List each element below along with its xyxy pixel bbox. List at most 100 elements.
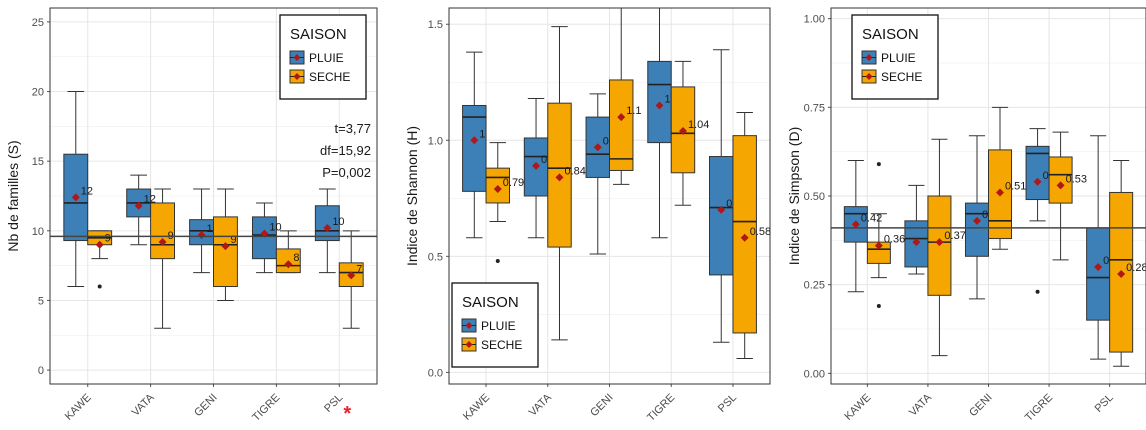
outlier-point: [495, 258, 500, 263]
mean-point: [323, 224, 332, 233]
x-tick-label: TIGRE: [1023, 392, 1055, 424]
x-tick-label: PSL: [1093, 392, 1116, 415]
legend-box: [851, 14, 939, 100]
box-seche-psl: 7: [338, 230, 364, 329]
box-iqr: [709, 156, 734, 276]
mean-point: [851, 220, 860, 229]
y-tick-label: 0.5: [428, 251, 443, 263]
mean-label: 12: [81, 185, 93, 197]
box-seche-kawe: 0.79: [485, 142, 524, 263]
outlier-point: [876, 303, 881, 308]
box-seche-geni: 0.51: [988, 106, 1026, 250]
legend-key-mean: [465, 322, 473, 329]
box-pluie-kawe: 12: [63, 91, 93, 288]
mean-point: [1094, 262, 1103, 271]
legend-key-mean: [293, 54, 301, 61]
y-tick-label: 0.0: [428, 367, 443, 379]
mean-label: 7: [356, 263, 362, 275]
box-iqr: [1048, 156, 1073, 204]
y-tick-label: 5: [38, 295, 44, 307]
plot-border: [49, 7, 378, 385]
stats-text: t=3,77: [334, 121, 371, 136]
legend-title: SAISON: [862, 26, 919, 43]
mean-label: 9: [230, 234, 236, 246]
legend-key-mean: [865, 73, 873, 80]
mean-label: 0.28: [1126, 262, 1146, 274]
y-tick-label: 0.00: [804, 368, 825, 380]
box-seche-tigre: 8: [275, 230, 301, 274]
mean-point: [95, 240, 104, 249]
mean-label: 8: [293, 252, 299, 264]
box-iqr: [213, 216, 238, 288]
box-iqr: [1086, 227, 1111, 321]
box-seche-kawe: 9: [87, 230, 113, 289]
y-tick-label: 1.5: [428, 19, 443, 31]
x-tick-label: GENI: [967, 392, 995, 420]
y-tick-label: 1.00: [804, 14, 825, 26]
legend-key-mean: [465, 341, 473, 348]
y-tick-label: 25: [32, 17, 44, 29]
panel-1: 0 5 10 15 20 25 Nb de familles (S) KAWE VATA GENI…: [5, 7, 378, 425]
x-tick-label: GENI: [588, 392, 616, 420]
x-tick-label: KAWE: [842, 392, 873, 423]
outlier-point: [97, 284, 102, 289]
legend-label: PLUIE: [309, 51, 344, 65]
x-tick-label: GENI: [192, 392, 220, 420]
x-tick-label: VATA: [130, 391, 158, 419]
y-axis-label: Nb de familles (S): [5, 140, 21, 251]
mean-point: [284, 260, 293, 269]
panel-3: 0.00 0.25 0.50 0.75 1.00 Indice de Simpson (D…: [786, 7, 1146, 424]
mean-point: [347, 271, 356, 280]
mean-point: [260, 229, 269, 238]
x-tick-label: PSL: [322, 392, 345, 415]
box-iqr: [314, 205, 340, 242]
mean-point: [678, 127, 687, 136]
mean-point: [71, 193, 80, 202]
plot-border: [448, 7, 771, 385]
mean-label: 1.04: [688, 119, 709, 131]
mean-label: 9: [105, 233, 111, 245]
x-tick-label: KAWE: [63, 392, 94, 423]
mean-point: [1056, 181, 1065, 190]
mean-label: 0.51: [1005, 180, 1026, 192]
mean-label: 10: [332, 216, 344, 228]
stats-text: P=0,002: [322, 165, 371, 180]
mean-label: 0.37: [944, 230, 965, 242]
box-pluie-tigre: 10: [251, 202, 282, 274]
mean-label: 1: [479, 128, 485, 140]
legend: SAISON PLUIE SECHE: [851, 14, 939, 100]
box-seche-psl: 0.58: [732, 111, 771, 359]
outlier-point: [1035, 289, 1040, 294]
box-pluie-kawe: 1: [462, 51, 487, 239]
mean-point: [134, 201, 143, 210]
mean-label: 0.42: [861, 212, 882, 224]
mean-point: [532, 161, 541, 170]
legend-label: SECHE: [309, 70, 350, 84]
box-seche-tigre: 0.53: [1048, 131, 1087, 261]
mean-point: [655, 101, 664, 110]
mean-label: 0.58: [750, 226, 771, 238]
y-axis-label: Indice de Simpson (D): [786, 127, 802, 266]
mean-point: [470, 136, 479, 145]
mean-point: [1033, 177, 1042, 186]
mean-point: [874, 241, 883, 250]
plot-border: [830, 7, 1146, 385]
mean-point: [593, 143, 602, 152]
mean-point: [158, 237, 167, 246]
y-tick-label: 0.50: [804, 191, 825, 203]
box-seche-tigre: 1.04: [670, 60, 709, 206]
mean-point: [1117, 270, 1126, 279]
box-seche-kawe: 0.36: [866, 162, 905, 308]
legend-key-mean: [293, 73, 301, 80]
legend-key-mean: [865, 54, 873, 61]
legend-label: PLUIE: [881, 51, 916, 65]
y-tick-label: 0.25: [804, 280, 825, 292]
mean-label: 0.84: [564, 165, 585, 177]
y-tick-label: 0: [38, 365, 44, 377]
mean-point: [617, 113, 626, 122]
box-seche-geni: 1.1: [609, 7, 642, 185]
y-tick-label: 1.0: [428, 135, 443, 147]
x-tick-label: PSL: [716, 392, 739, 415]
mean-label: 0.79: [503, 177, 524, 189]
